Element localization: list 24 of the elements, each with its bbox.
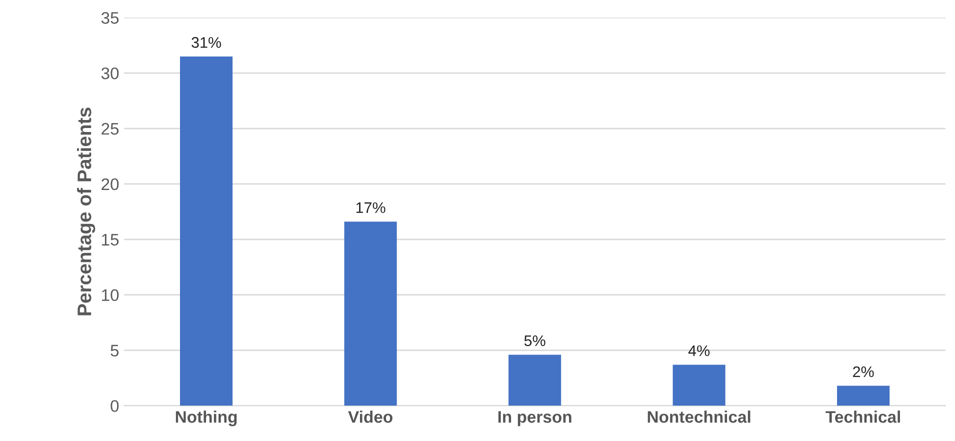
x-tick-label: Technical (826, 410, 900, 423)
y-tick-label: 20 (102, 178, 119, 190)
data-label: 5% (524, 335, 546, 346)
data-label: 17% (356, 202, 386, 214)
y-tick-label: 10 (102, 289, 119, 302)
y-tick-label: 0 (110, 400, 119, 412)
y-tick-label: 25 (102, 122, 119, 135)
y-tick-label: 15 (102, 234, 119, 246)
x-tick-label: Nontechnical (648, 410, 750, 423)
y-tick-label: 5 (110, 344, 119, 356)
bar (672, 364, 726, 406)
x-tick-label: In person (498, 411, 572, 426)
data-label: 31% (192, 37, 222, 48)
y-tick-label: 35 (101, 12, 119, 24)
bar (344, 222, 397, 406)
data-label: 4% (688, 345, 710, 356)
y-tick-label: 30 (101, 67, 119, 80)
bar (837, 386, 890, 406)
bar (180, 56, 233, 406)
x-tick-label: Video (348, 410, 392, 423)
data-label: 2% (853, 366, 874, 378)
x-tick-label: Nothing (176, 410, 237, 426)
bar (508, 354, 562, 406)
y-axis-title: Percentage of Patients (76, 108, 96, 316)
